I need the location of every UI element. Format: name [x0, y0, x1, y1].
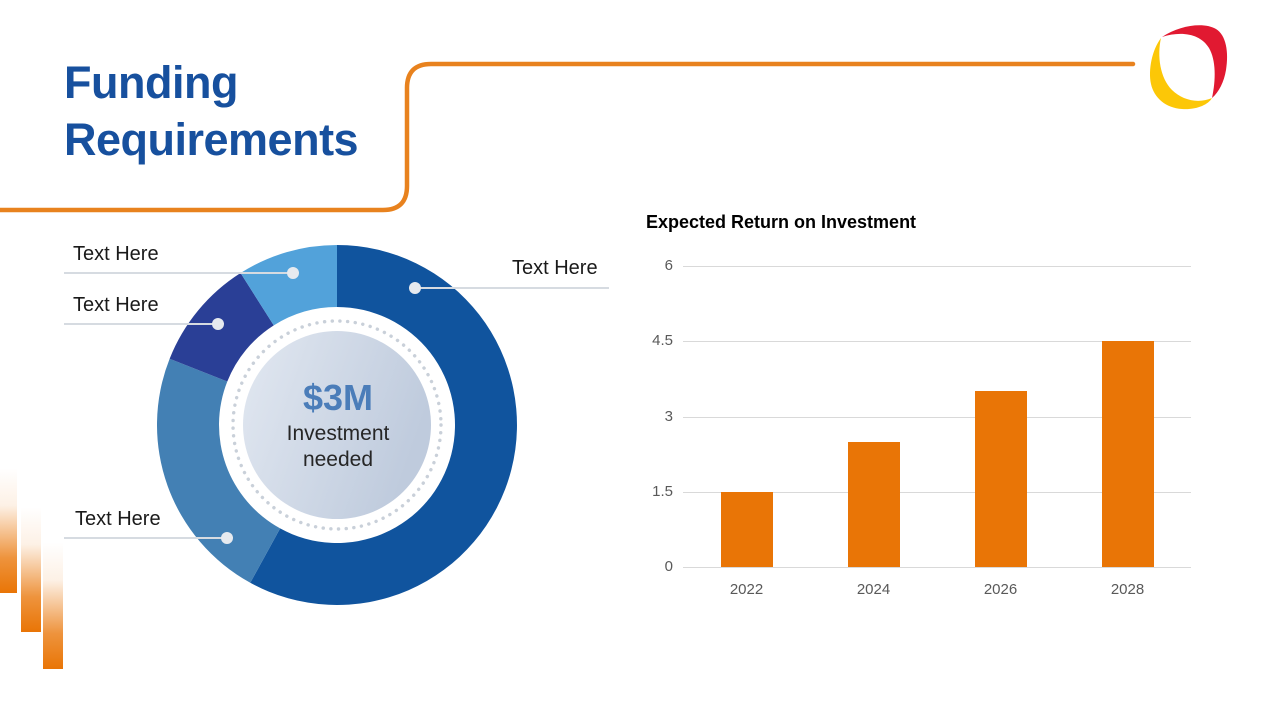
bar-chart-title: Expected Return on Investment [646, 212, 917, 232]
callout-line [415, 287, 609, 289]
callout-dot [409, 282, 421, 294]
bar-2022 [720, 491, 773, 567]
xlabel-2028: 2028 [1110, 581, 1145, 598]
bar-2028 [1101, 341, 1154, 567]
bar-plot: 0 1.5 3 4.5 6 2022 2024 2026 2028 [652, 257, 1191, 598]
donut-dotted-ring [231, 319, 443, 531]
callout-label: Text Here [73, 294, 159, 316]
ytick-6: 6 [664, 257, 673, 274]
callout-dot [212, 318, 224, 330]
ytick-0: 0 [664, 558, 673, 575]
logo-yellow-shape [1150, 38, 1212, 110]
deco-bar-1 [0, 468, 17, 593]
donut-segment-4 [240, 245, 337, 326]
accent-path [0, 61, 1136, 213]
donut-segments [157, 245, 517, 605]
gridline-4.5 [683, 341, 1191, 343]
ytick-1.5: 1.5 [652, 482, 673, 500]
xlabel-2026: 2026 [983, 581, 1018, 598]
xlabel-2022: 2022 [729, 581, 764, 598]
donut-center-circle [243, 331, 431, 519]
callout-label: Text Here [75, 508, 161, 530]
top-accent-line [0, 61, 1136, 213]
deco-bar-2 [21, 507, 41, 632]
page-title: Funding Requirements [64, 57, 359, 165]
logo-red-shape [1162, 25, 1228, 98]
deco-bar-3 [43, 542, 63, 669]
donut-svg [157, 245, 517, 605]
callout-dot [287, 267, 299, 279]
gridline-0 [683, 567, 1191, 568]
callout-line [64, 323, 218, 325]
gridline-3 [683, 416, 1191, 418]
callout-label: Text Here [73, 243, 159, 265]
bar-2024 [847, 441, 900, 567]
gridline-6 [683, 266, 1191, 267]
brand-logo [1150, 25, 1228, 110]
bar-2026 [974, 391, 1027, 567]
gridline-1.5 [683, 491, 1191, 493]
ytick-3: 3 [664, 407, 673, 425]
callout-dot [221, 532, 233, 544]
xlabel-2024: 2024 [856, 581, 891, 598]
donut-segment-1 [250, 245, 517, 605]
ytick-4.5: 4.5 [652, 332, 673, 350]
callout-line [64, 537, 227, 539]
donut-segment-2 [157, 358, 281, 583]
callout-line [64, 272, 292, 274]
callout-label: Text Here [512, 257, 598, 279]
